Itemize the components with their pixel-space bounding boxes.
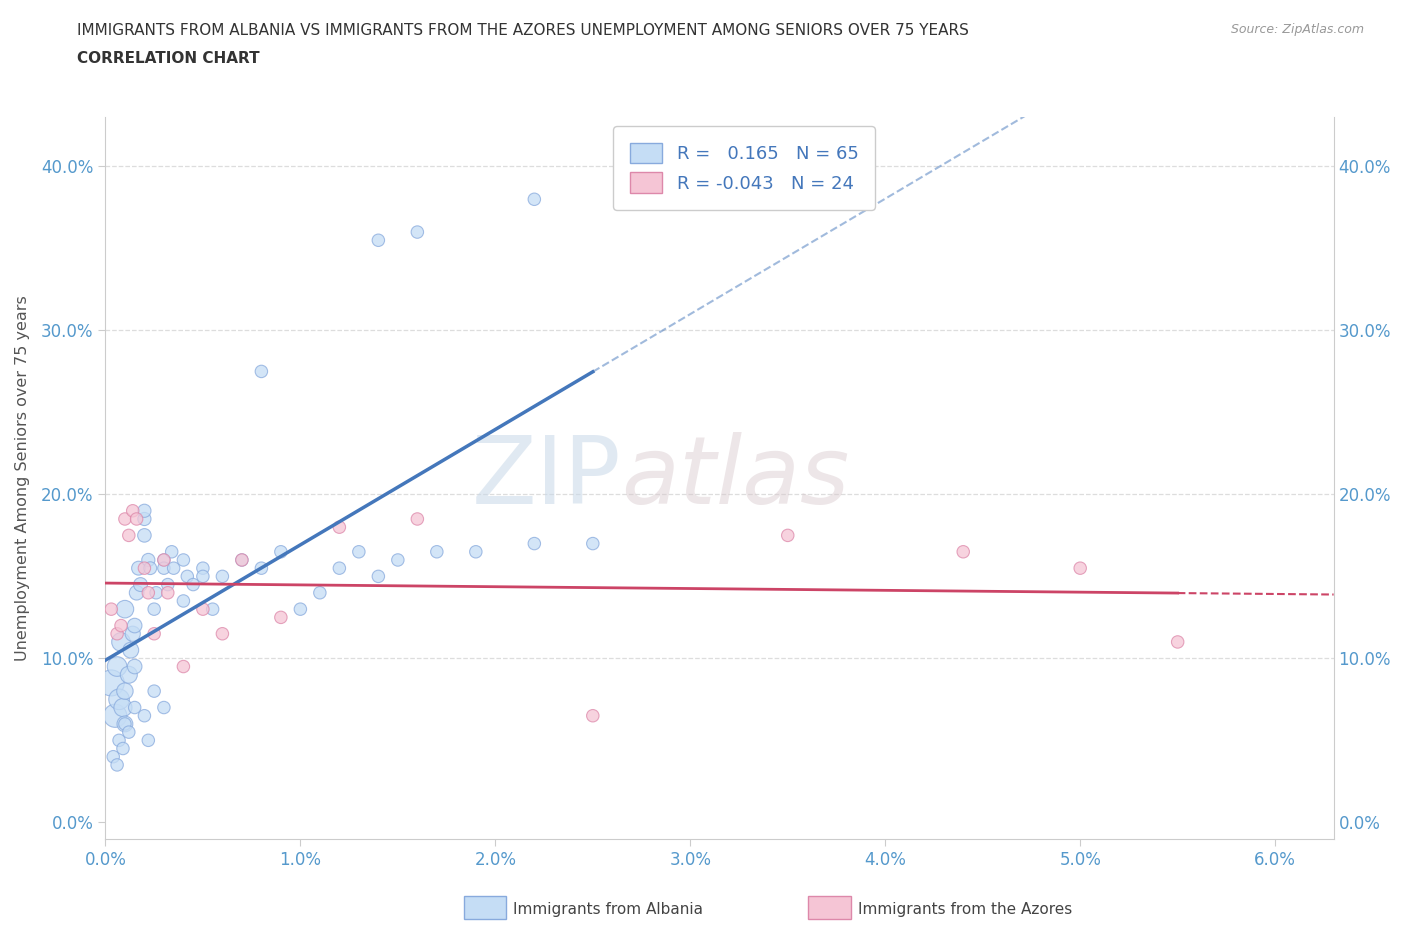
Point [191, 561, 214, 576]
Point [139, 561, 162, 576]
Point [104, 709, 127, 724]
Point [367, 232, 389, 247]
Point [231, 552, 253, 567]
Point [191, 569, 214, 584]
Point [103, 750, 125, 764]
Point [290, 602, 312, 617]
Point [191, 602, 214, 617]
Point [124, 618, 146, 633]
Point [111, 741, 134, 756]
Point [105, 757, 128, 772]
Point [523, 536, 546, 551]
Point [143, 684, 166, 698]
Point [111, 700, 134, 715]
Point [156, 585, 179, 600]
Point [100, 675, 122, 690]
Point [134, 512, 156, 526]
Point [309, 585, 332, 600]
Text: CORRELATION CHART: CORRELATION CHART [77, 51, 260, 66]
Text: Immigrants from Albania: Immigrants from Albania [513, 902, 703, 917]
Point [114, 512, 136, 526]
Point [134, 709, 156, 724]
Point [134, 528, 156, 543]
Point [211, 626, 233, 641]
Point [118, 668, 141, 683]
Point [129, 578, 152, 592]
Point [387, 552, 409, 567]
Point [328, 561, 350, 576]
Point [120, 643, 142, 658]
Point [231, 552, 253, 567]
Point [367, 569, 389, 584]
Point [347, 544, 370, 559]
Point [110, 618, 132, 633]
Point [328, 520, 350, 535]
Point [250, 364, 273, 379]
Point [153, 561, 176, 576]
Point [153, 552, 176, 567]
Point [114, 716, 136, 731]
Point [172, 552, 194, 567]
Point [163, 561, 186, 576]
Point [143, 626, 166, 641]
Point [523, 192, 546, 206]
Point [125, 585, 148, 600]
Point [952, 544, 974, 559]
Point [108, 692, 131, 707]
Point [134, 561, 156, 576]
Legend: R =   0.165   N = 65, R = -0.043   N = 24: R = 0.165 N = 65, R = -0.043 N = 24 [613, 126, 875, 209]
Point [118, 528, 141, 543]
Point [114, 602, 136, 617]
Point [582, 709, 605, 724]
Point [181, 578, 204, 592]
Point [105, 659, 128, 674]
Point [121, 503, 143, 518]
Point [136, 585, 159, 600]
Point [582, 536, 605, 551]
Point [172, 659, 194, 674]
Point [201, 602, 224, 617]
Point [143, 602, 166, 617]
Point [145, 585, 167, 600]
Point [114, 716, 136, 731]
Point [121, 626, 143, 641]
Point [270, 610, 292, 625]
Point [406, 225, 429, 240]
Point [211, 569, 233, 584]
Text: ZIP: ZIP [471, 432, 621, 524]
Point [776, 528, 799, 543]
Point [250, 561, 273, 576]
Point [128, 561, 150, 576]
Point [464, 544, 486, 559]
Point [156, 578, 179, 592]
Point [270, 544, 292, 559]
Point [1069, 561, 1091, 576]
Point [125, 512, 148, 526]
Point [124, 700, 146, 715]
Point [136, 733, 159, 748]
Point [153, 552, 176, 567]
Point [105, 626, 128, 641]
Text: IMMIGRANTS FROM ALBANIA VS IMMIGRANTS FROM THE AZORES UNEMPLOYMENT AMONG SENIORS: IMMIGRANTS FROM ALBANIA VS IMMIGRANTS FR… [77, 23, 969, 38]
Point [426, 544, 449, 559]
Point [134, 503, 156, 518]
Point [153, 700, 176, 715]
Point [136, 552, 159, 567]
Point [406, 512, 429, 526]
Point [172, 593, 194, 608]
Text: atlas: atlas [621, 432, 849, 524]
Point [110, 634, 132, 649]
Point [1167, 634, 1189, 649]
Point [160, 544, 183, 559]
Point [100, 602, 122, 617]
Point [114, 684, 136, 698]
Y-axis label: Unemployment Among Seniors over 75 years: Unemployment Among Seniors over 75 years [15, 295, 30, 661]
Text: Source: ZipAtlas.com: Source: ZipAtlas.com [1230, 23, 1364, 36]
Point [176, 569, 198, 584]
Text: Immigrants from the Azores: Immigrants from the Azores [858, 902, 1071, 917]
Point [118, 724, 141, 739]
Point [124, 659, 146, 674]
Point [108, 733, 131, 748]
